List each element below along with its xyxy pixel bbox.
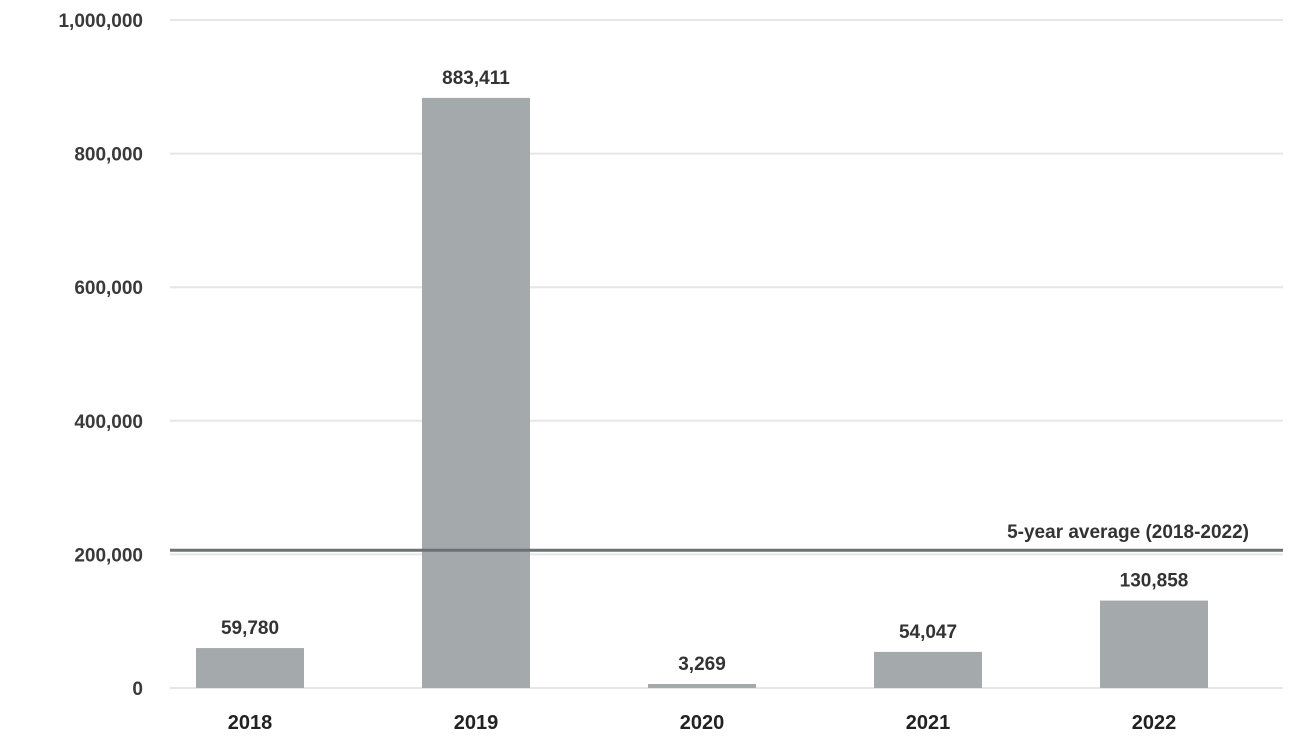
bar-2018 (196, 648, 304, 688)
gridlines (170, 19, 1283, 689)
x-tick-label: 2020 (680, 712, 725, 734)
y-tick-label: 800,000 (74, 145, 143, 166)
y-tick-label: 1,000,000 (58, 11, 143, 32)
bar-value-label: 883,411 (442, 68, 510, 89)
y-tick-label: 0 (132, 679, 143, 700)
x-tick-label: 2022 (1132, 712, 1177, 734)
bar-2022 (1100, 600, 1208, 688)
x-axis-tick-labels: 2018 2019 2020 2021 2022 (228, 712, 1177, 734)
bars (196, 97, 1208, 688)
bar-2019 (422, 97, 530, 688)
bar-value-label: 54,047 (899, 622, 957, 643)
y-tick-label: 600,000 (74, 278, 143, 299)
average-reference: 5-year average (2018-2022) (170, 522, 1283, 552)
x-tick-label: 2021 (906, 712, 951, 734)
y-tick-label: 400,000 (74, 412, 143, 433)
bar-value-label: 59,780 (221, 618, 279, 639)
bar-value-label: 130,858 (1120, 571, 1189, 592)
x-tick-label: 2018 (228, 712, 273, 734)
bar-value-label: 3,269 (678, 654, 726, 675)
average-reference-label: 5-year average (2018-2022) (1007, 522, 1249, 543)
bar-2021 (874, 651, 982, 688)
y-tick-label: 200,000 (74, 545, 143, 566)
y-axis-tick-labels: 0 200,000 400,000 600,000 800,000 1,000,000 (58, 11, 143, 700)
bar-value-labels: 59,780 883,411 3,269 54,047 130,858 (221, 68, 1188, 675)
x-tick-label: 2019 (454, 712, 499, 734)
bar-2020 (648, 684, 756, 688)
